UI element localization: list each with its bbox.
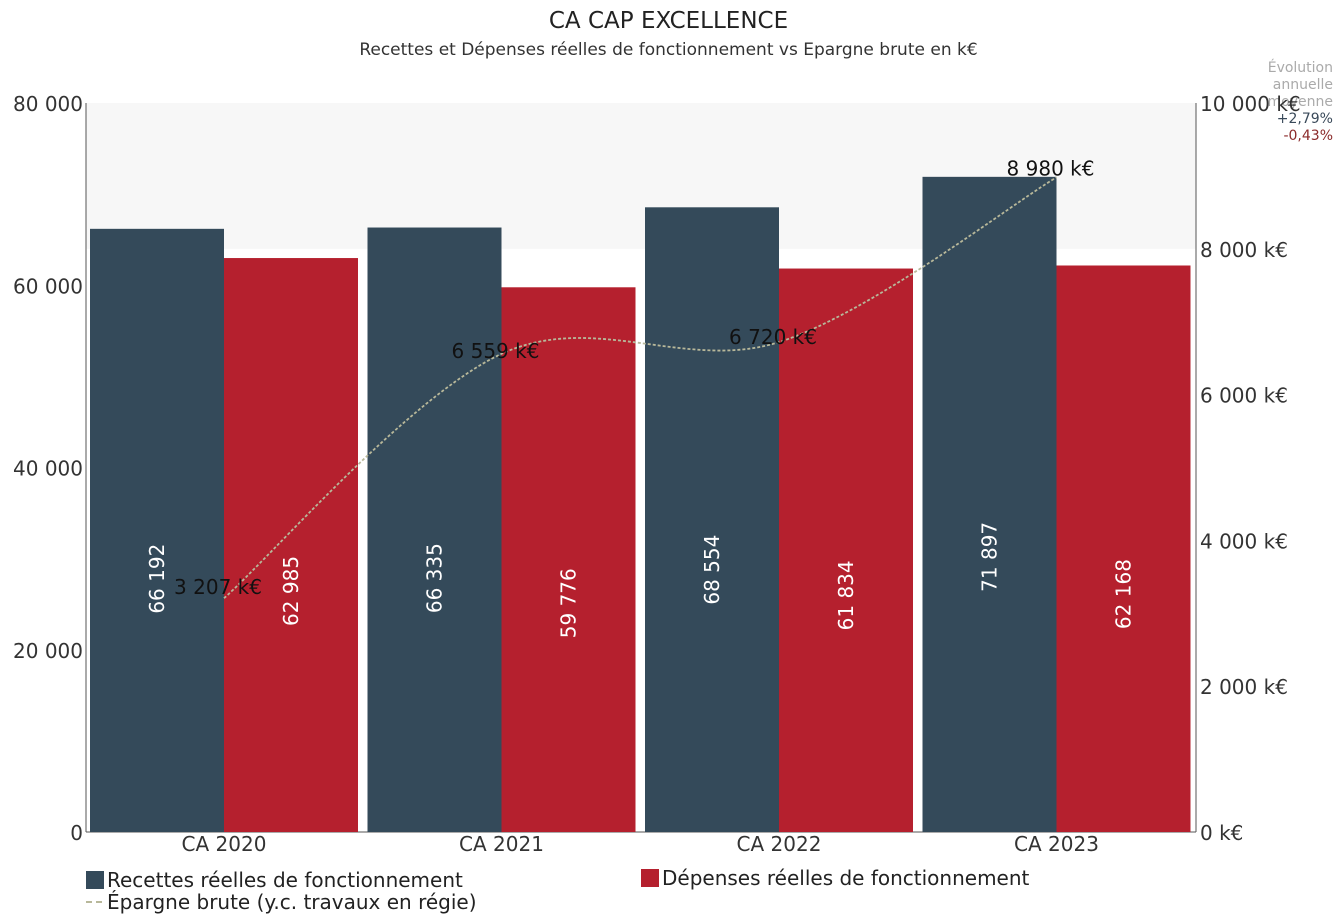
legend-recettes-swatch: [86, 871, 104, 889]
evolution-depenses: -0,43%: [1283, 128, 1333, 144]
x-tick-label: CA 2022: [737, 832, 822, 856]
x-tick-label: CA 2023: [1014, 832, 1099, 856]
evolution-label-line-3: moyenne: [1267, 94, 1333, 110]
bar-depenses: [1056, 265, 1191, 832]
bar-depenses-label: 61 834: [834, 560, 858, 630]
bar-recettes-label: 68 554: [700, 535, 724, 605]
y-left-tick-label: 40 000: [13, 457, 83, 481]
legend-depenses-swatch: [641, 869, 659, 887]
legend-depenses-label: Dépenses réelles de fonctionnement: [662, 866, 1030, 890]
x-tick-label: CA 2020: [182, 832, 267, 856]
epargne-point-label: 6 559 k€: [452, 339, 540, 363]
y-right-tick-label: 6 000 k€: [1200, 384, 1288, 408]
legend-epargne-label: Épargne brute (y.c. travaux en régie): [107, 890, 477, 914]
legend-epargne-dash: [86, 901, 102, 903]
bar-recettes: [645, 207, 779, 832]
epargne-point-label: 6 720 k€: [729, 325, 817, 349]
y-left-tick-label: 20 000: [13, 639, 83, 663]
bar-recettes-label: 66 335: [423, 543, 447, 613]
y-right-tick-label: 2 000 k€: [1200, 675, 1288, 699]
line-epargne: [223, 176, 1057, 599]
legend-depenses[interactable]: Dépenses réelles de fonctionnement: [641, 866, 1029, 890]
bar-recettes: [922, 176, 1057, 832]
evolution-label-line-2: annuelle: [1272, 77, 1333, 93]
y-right-tick-label: 8 000 k€: [1200, 238, 1288, 262]
y-right-tick-label: 10 000 k€: [1200, 92, 1301, 116]
bar-depenses-label: 59 776: [557, 568, 581, 638]
evolution-recettes: +2,79%: [1276, 111, 1333, 127]
legend-epargne[interactable]: Épargne brute (y.c. travaux en régie): [86, 890, 477, 914]
bar-recettes: [90, 228, 224, 833]
bar-recettes-label: 71 897: [978, 522, 1002, 592]
y-left-tick-label: 60 000: [13, 274, 83, 298]
bar-depenses-label: 62 168: [1112, 559, 1136, 629]
y-right-tick-label: 0 k€: [1200, 821, 1243, 845]
chart-subtitle: Recettes et Dépenses réelles de fonction…: [359, 40, 978, 60]
evolution-annotation: Évolution annuelle moyenne +2,79% -0,43%: [1268, 60, 1333, 145]
y-left-tick-label: 80 000: [13, 92, 83, 116]
legend-recettes[interactable]: Recettes réelles de fonctionnement: [86, 868, 463, 892]
legend-recettes-label: Recettes réelles de fonctionnement: [107, 868, 463, 892]
chart-title: CA CAP EXCELLENCE: [548, 8, 789, 34]
bar-depenses: [779, 268, 913, 832]
y-left-tick-label: 0: [70, 821, 83, 845]
x-tick-label: CA 2021: [459, 832, 544, 856]
epargne-point-label: 3 207 k€: [174, 575, 262, 599]
bar-depenses: [224, 258, 358, 832]
epargne-point-label: 8 980 k€: [1007, 156, 1095, 180]
evolution-label-line-1: Évolution: [1267, 60, 1333, 76]
bar-recettes: [367, 227, 502, 832]
bar-recettes-label: 66 192: [145, 544, 169, 614]
bar-depenses-label: 62 985: [279, 556, 303, 626]
bar-depenses: [501, 287, 636, 832]
y-right-tick-label: 4 000 k€: [1200, 529, 1288, 553]
